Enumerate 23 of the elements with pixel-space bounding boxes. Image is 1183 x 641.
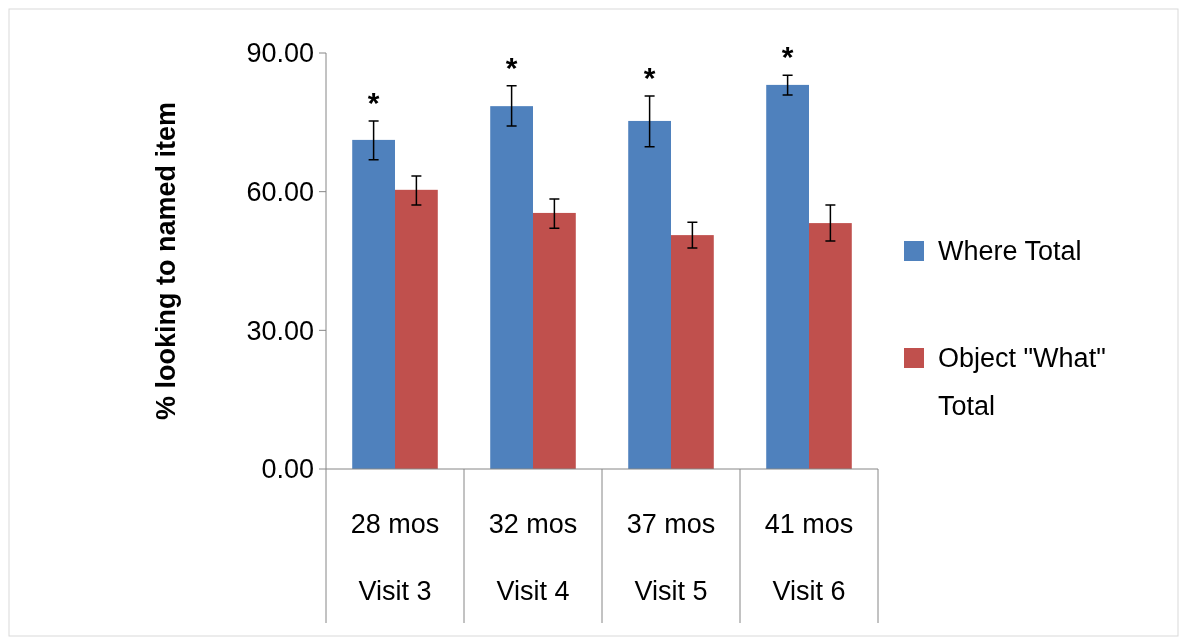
y-axis-title: % looking to named item [151, 101, 181, 421]
legend-label: Object "What" Total [938, 343, 1106, 422]
bar [533, 212, 576, 469]
category-label: 28 mos Visit 3 [350, 509, 440, 606]
bar [809, 223, 852, 469]
bar [628, 120, 671, 469]
bar [671, 235, 714, 469]
bar [490, 106, 533, 469]
annotation: * [643, 60, 656, 94]
annotation: * [505, 50, 518, 84]
y-tick-label: 30.00 [246, 315, 314, 346]
category-label: 32 mos Visit 4 [488, 509, 578, 606]
bar [352, 139, 395, 469]
annotation: * [367, 85, 380, 119]
y-tick-label: 60.00 [246, 177, 314, 208]
bar [766, 84, 809, 469]
category-label: 37 mos Visit 5 [626, 509, 716, 606]
bar [395, 189, 438, 469]
category-label: 41 mos Visit 6 [764, 509, 854, 606]
y-tick-label: 90.00 [246, 38, 314, 69]
legend-label: Where Total [938, 236, 1082, 267]
y-tick-label: 0.00 [261, 454, 314, 485]
annotation: * [781, 40, 794, 74]
